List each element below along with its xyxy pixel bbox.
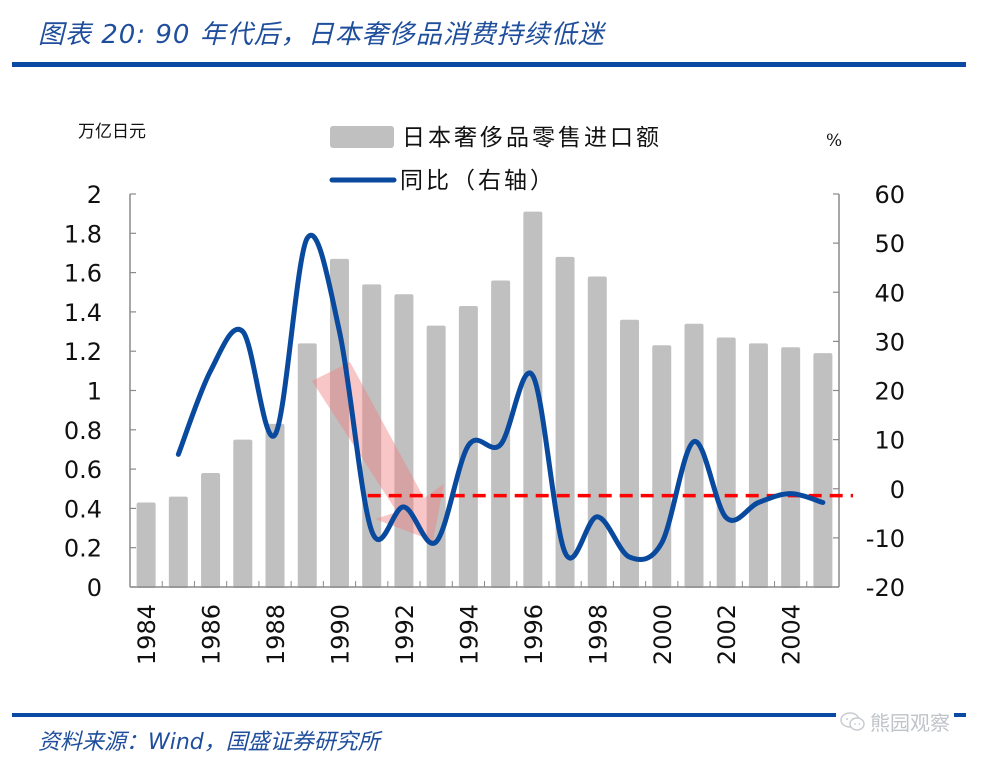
- legend-label-bar: 日本奢侈品零售进口额: [402, 125, 662, 151]
- right-tick-label: 30: [874, 328, 905, 356]
- right-tick-label: 0: [890, 476, 905, 504]
- bar-2001: [684, 323, 704, 588]
- x-tick-label: 1992: [391, 604, 419, 665]
- bar-2004: [781, 347, 801, 588]
- legend: 日本奢侈品零售进口额 同比（右轴）: [329, 125, 662, 194]
- right-tick-label: -10: [866, 525, 905, 553]
- x-tick-label: 2004: [778, 604, 806, 665]
- bar-series: [136, 211, 833, 588]
- x-tick-label: 1994: [455, 604, 483, 665]
- right-axis-unit: %: [826, 131, 842, 151]
- right-tick-label: 40: [874, 279, 905, 307]
- x-tick-label: 2000: [649, 604, 677, 665]
- legend-label-line: 同比（右轴）: [400, 168, 556, 194]
- bar-1997: [555, 256, 575, 588]
- left-tick-label: 1: [87, 378, 102, 406]
- left-tick-label: 1.4: [64, 299, 102, 327]
- left-tick-label: 0.6: [64, 456, 102, 484]
- left-tick-label: 1.2: [64, 338, 102, 366]
- left-tick-label: 2: [87, 181, 102, 209]
- bar-1995: [491, 280, 511, 588]
- x-tick-label: 1986: [198, 604, 226, 665]
- bar-1989: [297, 343, 317, 588]
- legend-swatch-bar: [330, 126, 394, 148]
- bar-2005: [813, 353, 833, 588]
- bar-1990: [329, 258, 349, 588]
- source-note: 资料来源：Wind，国盛证券研究所: [38, 730, 380, 755]
- bar-1998: [587, 276, 607, 588]
- left-tick-label: 1.6: [64, 260, 102, 288]
- left-tick-label: 1.8: [64, 220, 102, 248]
- axis-labels: 0 0.2 0.4 0.6 0.8 1 1.2 1.4 1.6 1.8 2 -20 -10 0 10 20 30…: [64, 181, 905, 665]
- bar-1993: [426, 325, 446, 588]
- left-tick-label: 0.2: [64, 535, 102, 563]
- right-tick-label: 50: [874, 230, 905, 258]
- x-tick-label: 1988: [262, 604, 290, 665]
- x-tick-label: 1984: [133, 604, 161, 665]
- wechat-icon: [840, 711, 865, 731]
- right-tick-label: -20: [866, 574, 905, 602]
- bar-1986: [201, 473, 221, 588]
- right-tick-label: 10: [874, 427, 905, 455]
- bar-1992: [394, 294, 414, 588]
- bar-1988: [265, 423, 285, 588]
- line-series: [175, 233, 826, 563]
- x-tick-label: 1998: [584, 604, 612, 665]
- bar-1987: [233, 439, 253, 588]
- bar-2002: [716, 337, 736, 588]
- watermark: 熊园观察: [836, 707, 954, 736]
- left-tick-label: 0.4: [64, 495, 102, 523]
- chart-title: 图表 20: 90 年代后，日本奢侈品消费持续低迷: [38, 20, 605, 50]
- axes: [129, 193, 840, 588]
- bar-1984: [136, 502, 156, 588]
- bar-2003: [748, 343, 768, 588]
- x-tick-label: 1990: [326, 604, 354, 665]
- left-tick-label: 0.8: [64, 417, 102, 445]
- bar-1985: [168, 496, 188, 588]
- left-tick-label: 0: [87, 574, 102, 602]
- right-tick-label: 60: [874, 181, 905, 209]
- header-divider: [12, 62, 966, 67]
- left-axis-unit: 万亿日元: [78, 122, 146, 142]
- yoy-line: [175, 233, 826, 563]
- watermark-text: 熊园观察: [870, 711, 950, 735]
- right-tick-label: 20: [874, 378, 905, 406]
- x-tick-label: 2002: [713, 604, 741, 665]
- footer-divider: [12, 713, 966, 717]
- x-tick-label: 1996: [520, 604, 548, 665]
- bar-1999: [620, 319, 640, 588]
